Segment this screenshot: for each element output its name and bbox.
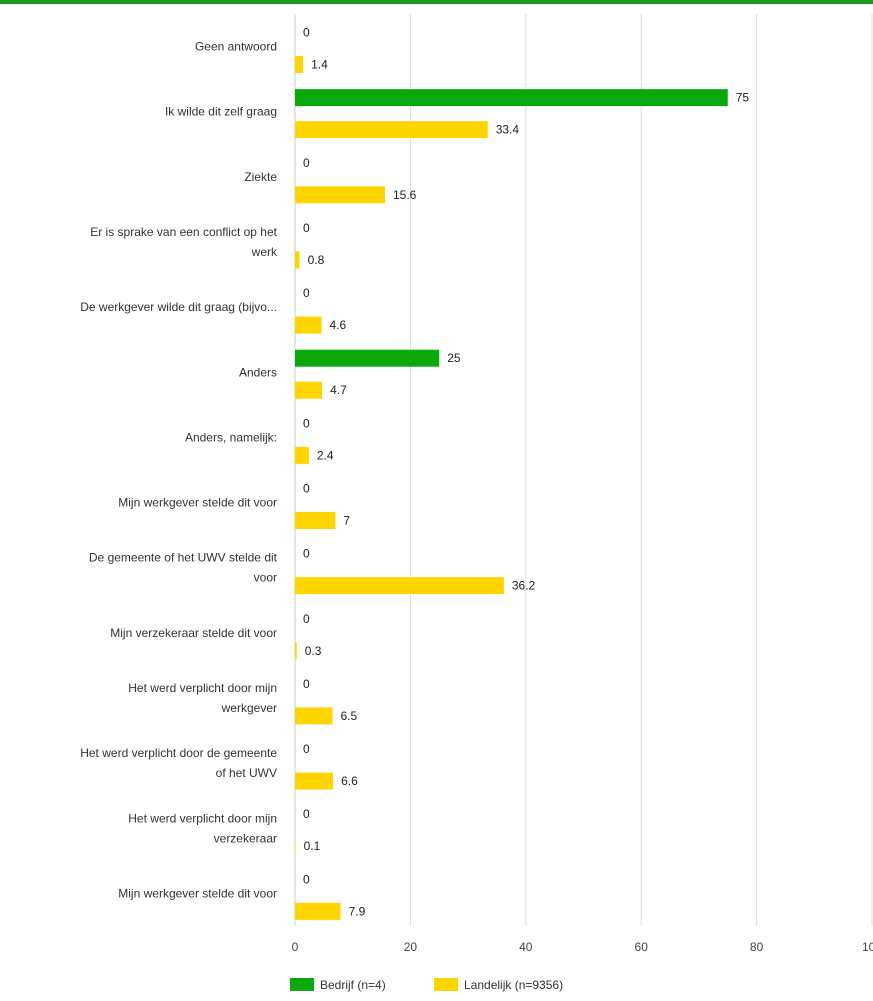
category-label: Het werd verplicht door de gemeente: [80, 746, 277, 760]
category-label: verzekeraar: [214, 831, 277, 845]
category-label: Het werd verplicht door mijn: [128, 681, 277, 695]
bar: [295, 186, 386, 204]
data-label: 0.1: [304, 839, 321, 853]
bar: [295, 381, 323, 399]
data-label: 0.3: [305, 644, 322, 658]
bar: [295, 837, 296, 855]
category-label: of het UWV: [216, 766, 277, 780]
data-label: 2.4: [317, 448, 334, 462]
bar: [295, 512, 336, 529]
category-label: Ziekte: [244, 170, 277, 184]
x-tick-label: 60: [635, 940, 649, 954]
bar: [295, 772, 334, 790]
data-label: 33.4: [496, 123, 520, 137]
data-label: 7.9: [349, 904, 366, 918]
data-label: 7: [343, 514, 350, 528]
category-label: Er is sprake van een conflict op het: [90, 225, 277, 239]
data-label: 0: [303, 677, 310, 691]
category-label: Anders: [239, 365, 277, 379]
category-label: Geen antwoord: [195, 40, 277, 54]
data-label: 4.7: [330, 383, 347, 397]
category-label: Mijn verzekeraar stelde dit voor: [110, 626, 277, 640]
category-label: werkgever: [221, 701, 277, 715]
bar: [295, 349, 440, 367]
bar: [295, 707, 333, 725]
bar: [295, 446, 309, 464]
legend-label: Landelijk (n=9356): [464, 978, 563, 992]
data-label: 0: [303, 156, 310, 170]
data-label: 36.2: [512, 579, 536, 593]
data-label: 6.5: [341, 709, 358, 723]
bar: [295, 251, 300, 269]
category-label: De gemeente of het UWV stelde dit: [89, 551, 278, 565]
x-tick-label: 0: [292, 940, 299, 954]
data-label: 4.6: [330, 318, 347, 332]
data-label: 0: [303, 742, 310, 756]
data-label: 25: [447, 351, 461, 365]
bar: [295, 577, 504, 595]
bar: [295, 89, 728, 107]
data-label: 0: [303, 416, 310, 430]
data-label: 6.6: [341, 774, 358, 788]
data-label: 0: [303, 482, 310, 496]
x-tick-label: 20: [404, 940, 418, 954]
data-label: 0: [303, 26, 310, 40]
category-label: Ik wilde dit zelf graag: [165, 105, 277, 119]
category-label: Mijn werkgever stelde dit voor: [118, 496, 277, 510]
category-label: Het werd verplicht door mijn: [128, 811, 277, 825]
category-label: werk: [251, 245, 278, 259]
bar: [295, 316, 322, 334]
x-tick-label: 100: [862, 940, 873, 954]
data-label: 0.8: [308, 253, 325, 267]
legend-swatch: [434, 978, 458, 991]
x-tick-label: 80: [750, 940, 764, 954]
data-label: 0: [303, 807, 310, 821]
data-label: 0: [303, 221, 310, 235]
data-label: 0: [303, 547, 310, 561]
category-label: De werkgever wilde dit graag (bijvo...: [80, 300, 277, 314]
category-label: voor: [254, 571, 277, 585]
bar: [295, 56, 304, 73]
data-label: 0: [303, 872, 310, 886]
legend-swatch: [290, 978, 314, 991]
bar: [295, 642, 297, 660]
legend-label: Bedrijf (n=4): [320, 978, 386, 992]
data-label: 15.6: [393, 188, 417, 202]
data-label: 1.4: [311, 58, 328, 72]
data-label: 0: [303, 612, 310, 626]
category-label: Mijn werkgever stelde dit voor: [118, 886, 277, 900]
data-label: 0: [303, 286, 310, 300]
bar: [295, 902, 341, 920]
x-tick-label: 40: [519, 940, 533, 954]
bar: [295, 121, 488, 139]
data-label: 75: [736, 91, 750, 105]
category-label: Anders, namelijk:: [185, 430, 277, 444]
top-accent-rule: [0, 0, 873, 4]
